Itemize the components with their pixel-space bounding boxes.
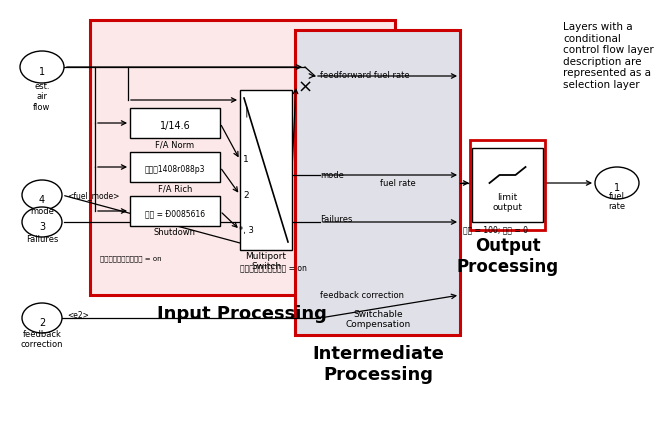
- Text: Multiport
Switch: Multiport Switch: [246, 252, 287, 271]
- Text: Layers with a
conditional
control flow layer
description are
represented as a
se: Layers with a conditional control flow l…: [563, 22, 654, 90]
- Bar: [472, 148, 543, 222]
- Ellipse shape: [20, 51, 64, 83]
- Text: mode: mode: [320, 170, 344, 180]
- Text: est.
air
flow: est. air flow: [33, 82, 51, 112]
- Bar: [90, 20, 395, 295]
- Text: Failures: Failures: [26, 235, 58, 244]
- Text: 4: 4: [39, 195, 45, 205]
- Ellipse shape: [22, 180, 62, 210]
- Text: Output
Processing: Output Processing: [457, 237, 559, 276]
- Text: F/A Norm: F/A Norm: [156, 140, 194, 149]
- Text: Shutdown: Shutdown: [154, 228, 196, 237]
- Text: 整数でオーバーフロー = on: 整数でオーバーフロー = on: [100, 255, 162, 262]
- Ellipse shape: [595, 167, 639, 199]
- Bar: [130, 196, 220, 226]
- Text: Intermediate
Processing: Intermediate Processing: [312, 345, 444, 384]
- Text: feedforward fuel rate: feedforward fuel rate: [320, 70, 409, 80]
- Text: Switchable
Compensation: Switchable Compensation: [345, 310, 411, 329]
- Text: <fuel_mode>: <fuel_mode>: [67, 191, 120, 201]
- Bar: [130, 108, 220, 138]
- Text: 1/14.6: 1/14.6: [160, 121, 190, 131]
- Text: 2: 2: [243, 191, 248, 200]
- Text: limit
output: limit output: [492, 193, 522, 212]
- Text: <e2>: <e2>: [67, 312, 89, 320]
- Text: 1: 1: [243, 156, 249, 164]
- Text: 上限 = 100; 下限 = 0: 上限 = 100; 下限 = 0: [463, 225, 528, 234]
- Text: 2: 2: [39, 318, 45, 328]
- Text: F/A Rich: F/A Rich: [158, 184, 192, 193]
- Bar: [240, 90, 292, 250]
- Text: *, 3: *, 3: [238, 225, 253, 235]
- Text: 1: 1: [39, 67, 45, 77]
- Text: 整数でオーバーフロー = on: 整数でオーバーフロー = on: [240, 264, 307, 273]
- Text: Failures: Failures: [320, 215, 353, 225]
- Text: fuel
rate: fuel rate: [609, 192, 625, 212]
- Text: feedback correction: feedback correction: [320, 291, 404, 299]
- Text: ×: ×: [297, 79, 313, 97]
- Text: 1: 1: [614, 183, 620, 193]
- Ellipse shape: [22, 303, 62, 333]
- Bar: [130, 152, 220, 182]
- Text: mode: mode: [30, 207, 54, 216]
- Text: |: |: [244, 107, 248, 117]
- Bar: [295, 30, 460, 335]
- Text: feedback
correction: feedback correction: [21, 330, 63, 350]
- Text: 定数 = Ð0085616: 定数 = Ð0085616: [145, 209, 205, 218]
- Ellipse shape: [22, 207, 62, 237]
- Text: fuel rate: fuel rate: [380, 178, 415, 187]
- Text: 定数（1408r088p3: 定数（1408r088p3: [145, 166, 205, 174]
- Text: Input Processing: Input Processing: [157, 305, 327, 323]
- Bar: [470, 140, 545, 230]
- Text: 3: 3: [39, 222, 45, 232]
